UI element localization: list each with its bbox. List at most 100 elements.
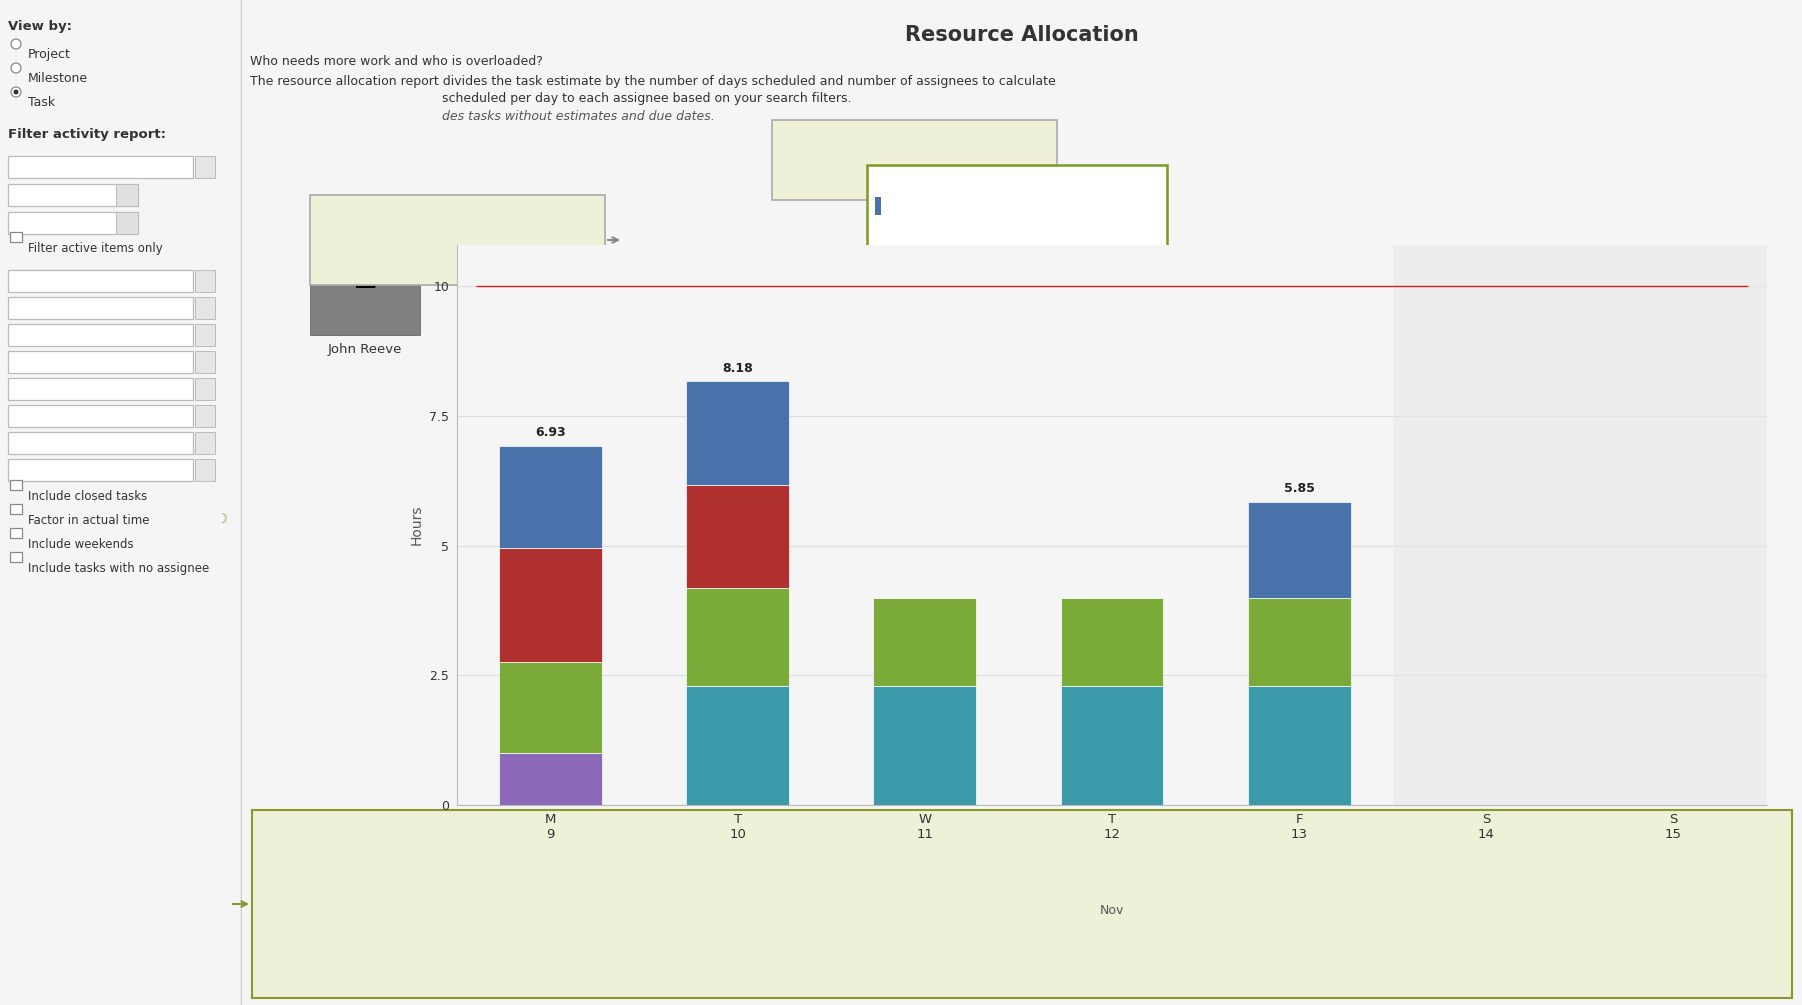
Circle shape bbox=[11, 87, 22, 97]
Bar bbox=[195, 378, 214, 400]
FancyBboxPatch shape bbox=[252, 810, 1791, 998]
Text: All Modules: All Modules bbox=[14, 357, 77, 367]
Text: ▾: ▾ bbox=[182, 303, 187, 313]
Text: Daily est: 2: Daily est: 2 bbox=[879, 302, 955, 314]
Bar bbox=[7, 297, 193, 319]
Text: 5.85: 5.85 bbox=[1283, 482, 1315, 495]
Text: about the task and estimated hours.: about the task and estimated hours. bbox=[784, 160, 1038, 174]
Text: scheduled per day to each assignee based on your search filters.: scheduled per day to each assignee based… bbox=[441, 92, 852, 105]
Bar bbox=[499, 445, 602, 549]
Bar bbox=[1061, 685, 1164, 805]
Text: ▦: ▦ bbox=[200, 465, 209, 475]
Text: All Managers: All Managers bbox=[14, 411, 86, 421]
Circle shape bbox=[11, 39, 22, 49]
Text: The resource allocation report divides the task estimate by the number of days s: The resource allocation report divides t… bbox=[250, 75, 1056, 88]
Text: Task: Task bbox=[29, 96, 56, 109]
Bar bbox=[11, 232, 22, 242]
Text: Filter activity report:: Filter activity report: bbox=[7, 128, 166, 141]
Text: hours per project, milestone, or task.: hours per project, milestone, or task. bbox=[323, 235, 578, 249]
Text: ▾: ▾ bbox=[182, 276, 187, 286]
Text: Nov: Nov bbox=[1099, 903, 1124, 917]
Bar bbox=[7, 405, 193, 427]
Text: Include weekends: Include weekends bbox=[29, 538, 133, 551]
Bar bbox=[115, 184, 139, 206]
Text: Include closed tasks: Include closed tasks bbox=[29, 490, 148, 502]
Text: 6.93: 6.93 bbox=[535, 426, 566, 439]
Text: ▦: ▦ bbox=[123, 190, 132, 200]
Text: Subtract actual time to see how much estimated time is left on a task.: Subtract actual time to see how much est… bbox=[357, 852, 833, 865]
Text: All Milestones: All Milestones bbox=[14, 330, 90, 340]
Bar bbox=[499, 662, 602, 753]
Text: Find out which tasks still need to be assigned.: Find out which tasks still need to be as… bbox=[440, 938, 751, 951]
Text: ✓: ✓ bbox=[13, 231, 20, 241]
Bar bbox=[1393, 245, 1768, 805]
Text: All Projects: All Projects bbox=[14, 303, 76, 313]
Text: ☽: ☽ bbox=[216, 513, 227, 526]
Text: All Clients: All Clients bbox=[14, 276, 70, 286]
FancyBboxPatch shape bbox=[310, 195, 605, 285]
Text: ▦: ▦ bbox=[200, 162, 209, 172]
Bar bbox=[7, 270, 193, 292]
Bar bbox=[7, 156, 193, 178]
Text: ▦: ▦ bbox=[200, 357, 209, 367]
Bar bbox=[7, 324, 193, 346]
Text: Petunia: Petunia bbox=[879, 181, 928, 194]
Text: ▦: ▦ bbox=[200, 276, 209, 286]
Y-axis label: Hours: Hours bbox=[409, 505, 423, 546]
Text: Actual time:: Actual time: bbox=[278, 852, 369, 865]
Text: #18509 Design blog template: #18509 Design blog template bbox=[879, 241, 1101, 254]
Text: Filter active items only: Filter active items only bbox=[29, 242, 162, 255]
Circle shape bbox=[11, 63, 22, 73]
Bar bbox=[195, 297, 214, 319]
Bar bbox=[7, 212, 139, 234]
Bar bbox=[7, 459, 193, 481]
Bar bbox=[874, 598, 977, 685]
Bar bbox=[876, 197, 881, 215]
Text: 8.18: 8.18 bbox=[723, 362, 753, 375]
Bar bbox=[1061, 598, 1164, 685]
Text: ▦: ▦ bbox=[200, 384, 209, 394]
Text: ▾: ▾ bbox=[182, 411, 187, 421]
Text: ▦: ▦ bbox=[200, 303, 209, 313]
Text: des tasks without estimates and due dates.: des tasks without estimates and due date… bbox=[441, 110, 715, 123]
Text: ▦: ▦ bbox=[123, 218, 132, 228]
Bar bbox=[7, 351, 193, 373]
Bar bbox=[7, 432, 193, 454]
Text: 11/17/2015: 11/17/2015 bbox=[14, 218, 77, 228]
Text: 11/10/2015: 11/10/2015 bbox=[14, 190, 77, 200]
Text: ▦: ▦ bbox=[200, 330, 209, 340]
Text: View by:: View by: bbox=[7, 20, 72, 33]
Bar bbox=[687, 381, 789, 484]
Bar bbox=[7, 378, 193, 400]
Text: John Reeve: John Reeve bbox=[328, 343, 402, 356]
Text: •: • bbox=[267, 890, 279, 905]
FancyBboxPatch shape bbox=[867, 165, 1168, 340]
Text: •: • bbox=[267, 852, 279, 866]
Text: ▾: ▾ bbox=[182, 162, 187, 172]
Text: ▦: ▦ bbox=[200, 438, 209, 448]
Bar bbox=[195, 270, 214, 292]
Text: Include tasks with no assignee: Include tasks with no assignee bbox=[29, 562, 209, 575]
Text: Include weekends:: Include weekends: bbox=[278, 890, 418, 903]
Text: All Task Statuses: All Task Statuses bbox=[14, 438, 106, 448]
Text: ▾: ▾ bbox=[182, 357, 187, 367]
Bar bbox=[687, 685, 789, 805]
Text: ▾: ▾ bbox=[182, 330, 187, 340]
Text: ▾: ▾ bbox=[182, 384, 187, 394]
Bar bbox=[874, 685, 977, 805]
Text: Total est: 10: Total est: 10 bbox=[879, 271, 960, 284]
Text: through the weekend.: through the weekend. bbox=[378, 910, 526, 923]
Bar bbox=[7, 184, 139, 206]
Text: Who needs more work and who is overloaded?: Who needs more work and who is overloade… bbox=[250, 55, 542, 68]
Text: How many hours per day will are required if the assignee works: How many hours per day will are required… bbox=[389, 890, 818, 903]
Text: In addition to the usual report filters, the Resource Allocation report can also: In addition to the usual report filters,… bbox=[267, 822, 843, 835]
Text: Resource Allocation: Resource Allocation bbox=[905, 25, 1139, 45]
Bar bbox=[195, 351, 214, 373]
Bar bbox=[195, 405, 214, 427]
Bar bbox=[195, 459, 214, 481]
Bar bbox=[11, 528, 22, 538]
Bar bbox=[687, 484, 789, 588]
Text: Calculate the number of estimated: Calculate the number of estimated bbox=[323, 209, 566, 223]
Bar bbox=[11, 552, 22, 562]
Bar bbox=[1247, 501, 1352, 598]
